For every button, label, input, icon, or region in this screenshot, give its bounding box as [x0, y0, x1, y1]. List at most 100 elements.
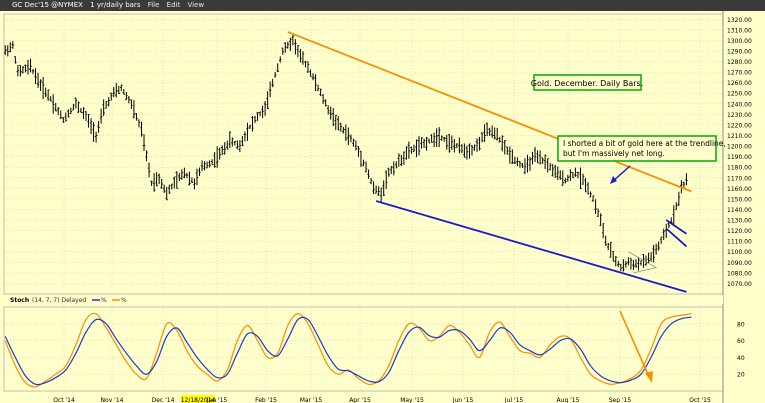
price-bar [662, 228, 666, 241]
price-bar [183, 167, 186, 179]
price-bar [480, 132, 484, 143]
price-y-tick-label: 1220.00 [727, 122, 752, 129]
price-bar [488, 127, 491, 136]
price-y-tick-label: 1100.00 [727, 249, 752, 256]
price-bar [611, 251, 615, 262]
x-tick-label: Nov '14 [101, 397, 124, 403]
interval-selector[interactable]: 1 yr/daily bars [90, 1, 141, 9]
price-bar [511, 149, 514, 165]
price-bar [205, 161, 209, 169]
price-bar [140, 121, 143, 137]
price-bar [420, 137, 423, 149]
price-bar [215, 146, 219, 168]
price-bar [213, 152, 216, 168]
price-bar [349, 134, 353, 143]
price-bar [102, 99, 105, 116]
price-bar [72, 103, 75, 111]
price-bar [685, 173, 688, 186]
price-bar [495, 127, 499, 141]
price-bar [84, 110, 88, 121]
price-bar [160, 178, 163, 189]
price-bar [19, 65, 22, 77]
price-bar [198, 167, 201, 176]
price-bar [657, 241, 660, 251]
price-bar [210, 159, 214, 165]
x-tick-label: May '15 [400, 397, 424, 403]
price-bar [415, 139, 418, 158]
price-bar [589, 191, 592, 198]
comment-line-1: I shorted a bit of gold here at the tren… [563, 139, 726, 148]
price-bar [69, 107, 73, 115]
price-y-tick-label: 1120.00 [727, 228, 752, 235]
price-bar [475, 138, 479, 152]
price-bar [200, 160, 204, 172]
price-bar [165, 186, 169, 201]
price-bar [521, 162, 524, 168]
price-bar [231, 137, 234, 147]
price-bar [609, 241, 613, 258]
price-bar [437, 127, 441, 147]
price-bar [61, 116, 65, 123]
price-bar [107, 97, 110, 107]
price-y-tick-label: 1090.00 [727, 260, 752, 267]
price-bar [624, 260, 628, 268]
price-bar [304, 60, 307, 68]
x-tick-label: Oct '14 [53, 397, 75, 403]
price-bar [377, 186, 380, 196]
price-bar [498, 136, 502, 143]
price-bar [425, 136, 428, 151]
price-bar [233, 141, 237, 146]
price-bar [604, 235, 607, 246]
price-bar [339, 122, 343, 132]
price-bar [417, 136, 421, 156]
comment-annotation-box [557, 135, 717, 162]
price-bar [130, 99, 133, 109]
price-bars [3, 35, 688, 272]
price-bar [286, 41, 290, 49]
price-y-tick-label: 1080.00 [727, 270, 752, 277]
menu-edit[interactable]: Edit [166, 1, 181, 9]
price-bar [334, 114, 338, 131]
price-bar [627, 257, 630, 266]
price-bar [601, 223, 605, 239]
price-bar [490, 125, 494, 138]
price-bar [329, 106, 333, 120]
price-bar [170, 183, 174, 190]
symbol-selector[interactable]: GC Dec'15 @NYMEX [12, 1, 83, 9]
price-bar [352, 138, 355, 147]
x-tick-label: 12/18/2014 [181, 397, 216, 403]
price-bar [447, 134, 451, 153]
price-bar [617, 260, 620, 268]
price-bar [150, 180, 153, 186]
price-bar [548, 163, 552, 171]
price-bar [97, 120, 100, 133]
trendlines [287, 31, 692, 293]
price-bar [276, 63, 280, 73]
price-bar [172, 176, 176, 189]
price-bar [16, 65, 20, 77]
price-bar [647, 252, 650, 264]
title-bar: GC Dec'15 @NYMEX 1 yr/daily bars File Ed… [0, 0, 765, 11]
price-bar [569, 169, 572, 181]
price-bar [162, 184, 166, 193]
menu-file[interactable]: File [147, 1, 160, 9]
price-bar [51, 94, 55, 114]
menu-view[interactable]: View [187, 1, 205, 9]
price-bar [369, 177, 373, 185]
price-bar [225, 140, 229, 150]
price-bar [538, 150, 542, 165]
price-bar [344, 124, 348, 142]
price-bar [637, 257, 640, 271]
price-bar [634, 259, 638, 268]
price-bar [195, 168, 199, 186]
price-bar [493, 127, 496, 140]
price-bar [74, 97, 78, 109]
price-bar [422, 138, 426, 148]
price-bar [271, 78, 274, 88]
price-bar [218, 147, 221, 160]
price-bar [54, 103, 58, 112]
price-bar [29, 58, 32, 73]
price-bar [541, 157, 544, 164]
price-bar [354, 140, 358, 151]
price-bar [311, 73, 315, 81]
